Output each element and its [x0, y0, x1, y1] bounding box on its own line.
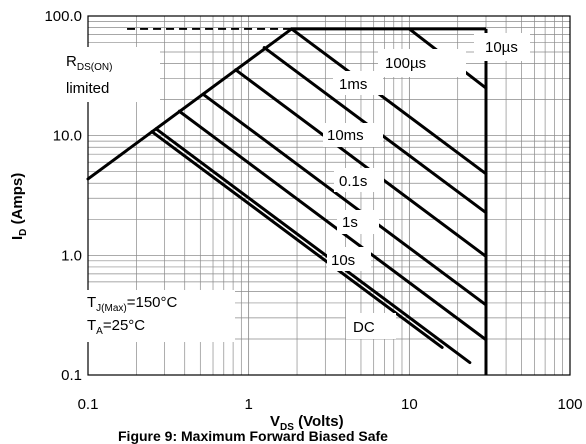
- y-tick-label: 100.0: [44, 8, 82, 25]
- curve-label-dc: DC: [353, 319, 375, 336]
- plot-border: [87, 15, 571, 376]
- curve-label-1s: 1s: [342, 214, 358, 231]
- x-tick-label: 1: [244, 396, 252, 413]
- figure-caption: Figure 9: Maximum Forward Biased Safe: [118, 428, 388, 444]
- label-bg-1s: [337, 210, 379, 234]
- x-tick-label: 100: [557, 396, 582, 413]
- curve-10s: [154, 127, 472, 365]
- y-tick-label: 10.0: [53, 128, 82, 145]
- annotation-boxes: [60, 33, 530, 342]
- label-bg-10us: [474, 33, 530, 61]
- y-tick-label: 1.0: [61, 247, 82, 264]
- soa-curves: [86, 27, 488, 375]
- curve-0.1s: [201, 92, 488, 307]
- curve-label-100us: 100µs: [385, 55, 426, 72]
- label-bg-10s: [327, 247, 371, 271]
- curve-label-10ms: 10ms: [327, 127, 364, 144]
- label-bg-0.1s: [334, 168, 384, 192]
- temp-box: [85, 290, 235, 342]
- rds-limited-label: limited: [66, 80, 109, 97]
- label-bg-dc: [346, 313, 396, 339]
- curve-1s: [177, 109, 488, 342]
- curve-dc: [150, 130, 444, 349]
- curve-10ms: [234, 68, 488, 258]
- rds-box: [60, 47, 160, 102]
- rds-label: RDS(ON): [66, 53, 112, 73]
- y-tick-label: 0.1: [61, 367, 82, 384]
- label-bg-1ms: [333, 71, 383, 95]
- curve-label-0.1s: 0.1s: [339, 173, 367, 190]
- curve-label-10us: 10µs: [485, 39, 518, 56]
- label-bg-10ms: [323, 123, 383, 147]
- ta-label: TA=25°C: [87, 317, 145, 337]
- y-axis-title: ID (Amps): [9, 173, 29, 240]
- x-tick-label: 10: [401, 396, 418, 413]
- curve-label-1ms: 1ms: [339, 76, 367, 93]
- x-axis-title: VDS (Volts): [270, 413, 344, 433]
- curve-label-10s: 10s: [331, 252, 355, 269]
- curve-100s: [290, 27, 488, 176]
- rds-limit-line: [86, 27, 294, 181]
- tick-labels: 0.1 1 10 100 0.1 1.0 10.0 100.0: [44, 8, 582, 413]
- x-tick-label: 0.1: [78, 396, 99, 413]
- tj-label: TJ(Max)=150°C: [87, 294, 178, 314]
- label-bg-100us: [378, 49, 466, 77]
